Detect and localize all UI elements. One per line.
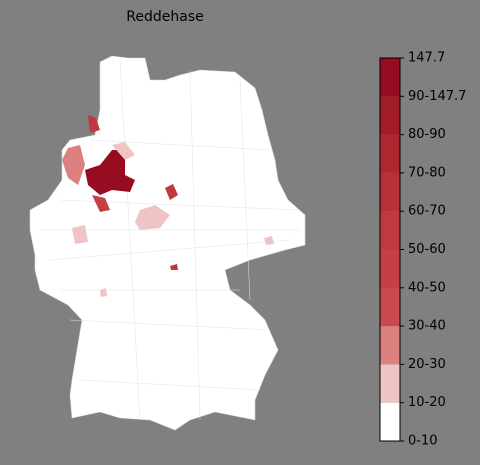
colorbar-segment	[380, 134, 400, 173]
colorbar-label: 90-147.7	[408, 89, 466, 104]
colorbar: 147.7 90-147.7 80-90 70-80 60-70 50-60 40-50 30…	[380, 51, 466, 449]
colorbar-segment	[380, 402, 400, 441]
colorbar-segment	[380, 172, 400, 212]
colorbar-label: 40-50	[408, 280, 446, 295]
colorbar-segment	[380, 249, 400, 288]
germany-map	[29, 55, 306, 431]
colorbar-label: 30-40	[408, 319, 446, 334]
district-borders	[40, 59, 301, 421]
colorbar-segment	[380, 287, 400, 327]
colorbar-segment	[380, 58, 400, 97]
colorbar-label: 10-20	[408, 395, 446, 410]
colorbar-label: 60-70	[408, 204, 446, 219]
colorbar-label: 147.7	[408, 51, 445, 66]
colorbar-segment	[380, 326, 400, 365]
region	[135, 205, 170, 230]
colorbar-segment	[380, 96, 400, 135]
region	[85, 150, 135, 195]
colorbar-frame	[379, 57, 401, 442]
region	[72, 225, 88, 244]
region	[62, 145, 85, 185]
region	[264, 236, 274, 245]
region	[165, 184, 178, 200]
colorbar-label: 50-60	[408, 242, 446, 257]
region	[100, 288, 107, 297]
colorbar-segment	[380, 211, 400, 250]
region	[112, 142, 135, 160]
region	[88, 115, 100, 133]
colorbar-label: 80-90	[408, 127, 446, 142]
region	[170, 264, 178, 270]
colorbar-label: 0-10	[408, 434, 438, 449]
map-title: Reddehase	[126, 9, 203, 25]
country-outline	[29, 55, 306, 431]
region	[92, 195, 110, 212]
colorbar-segment	[380, 364, 400, 403]
colorbar-label: 20-30	[408, 357, 446, 372]
colorbar-label: 70-80	[408, 165, 446, 180]
district-line	[40, 59, 301, 421]
